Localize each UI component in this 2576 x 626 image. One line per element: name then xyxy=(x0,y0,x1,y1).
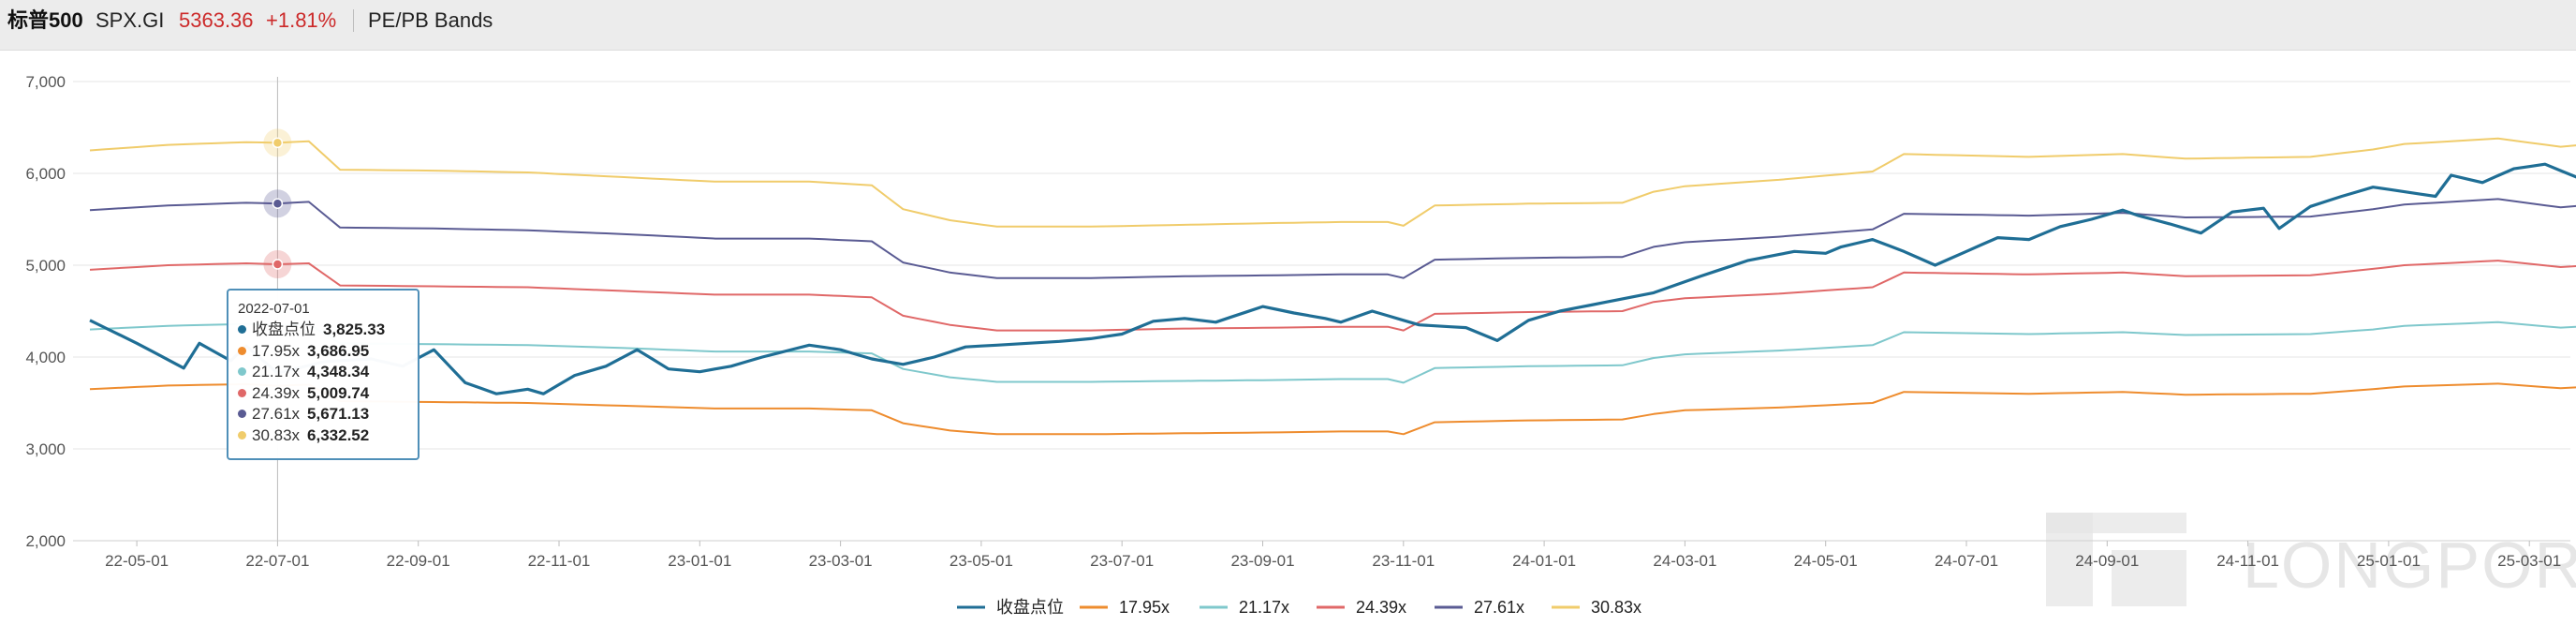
tooltip-label: 27.61x xyxy=(252,405,301,423)
index-name: 标普500 xyxy=(7,8,83,32)
y-tick-label: 3,000 xyxy=(25,440,66,458)
index-price: 5363.36 xyxy=(179,8,254,32)
x-tick-label: 23-11-01 xyxy=(1372,552,1435,570)
tooltip-date: 2022-07-01 xyxy=(238,301,310,317)
series-layer xyxy=(89,137,2576,436)
hover-layer xyxy=(263,77,292,541)
tooltip-value: 4,348.34 xyxy=(307,363,370,380)
y-tick-label: 4,000 xyxy=(25,349,66,366)
series-line xyxy=(89,260,2576,332)
tooltip: 2022-07-01 收盘点位 3,825.33 17.95x 3,686.95 2… xyxy=(227,289,420,460)
x-tick-label: 24-11-01 xyxy=(2216,552,2279,570)
x-tick-label: 23-03-01 xyxy=(809,552,873,570)
legend-label: 17.95x xyxy=(1119,598,1170,617)
series-line xyxy=(89,162,2576,395)
header-bar: 标普500 SPX.GI 5363.36 +1.81% PE/PB Bands xyxy=(0,0,2576,51)
tooltip-label: 收盘点位 xyxy=(252,320,316,338)
band-title: PE/PB Bands xyxy=(368,8,493,32)
tooltip-dot-icon xyxy=(238,325,246,334)
series-line xyxy=(89,320,2576,384)
tooltip-row: 17.95x 3,686.95 xyxy=(238,341,408,363)
y-tick-label: 7,000 xyxy=(25,73,66,91)
hover-marker xyxy=(272,198,284,209)
tooltip-value: 3,686.95 xyxy=(307,341,370,360)
grid-layer xyxy=(73,81,2570,542)
x-tick-label: 25-01-01 xyxy=(2357,552,2421,570)
index-code: SPX.GI xyxy=(96,8,165,32)
series-line xyxy=(89,198,2576,279)
x-tick-label: 23-09-01 xyxy=(1230,552,1294,570)
index-change: +1.81% xyxy=(266,8,337,32)
series-line xyxy=(89,137,2576,228)
tooltip-row: 27.61x 5,671.13 xyxy=(238,404,408,425)
legend-label: 24.39x xyxy=(1356,598,1406,617)
hover-marker xyxy=(272,137,284,149)
x-tick-label: 23-05-01 xyxy=(949,552,1013,570)
tooltip-label: 30.83x xyxy=(252,425,301,444)
tooltip-row: 21.17x 4,348.34 xyxy=(238,362,408,383)
hover-marker xyxy=(272,259,284,270)
tooltip-dot-icon xyxy=(238,410,246,418)
x-tick-label: 24-03-01 xyxy=(1653,552,1716,570)
tooltip-dot-icon xyxy=(238,367,246,376)
x-tick-label: 23-07-01 xyxy=(1090,552,1154,570)
x-tick-label: 22-05-01 xyxy=(105,552,169,570)
legend-label: 27.61x xyxy=(1474,598,1524,617)
legend-layer: 收盘点位 17.95x 21.17x 24.39x 27.61x 30.83x xyxy=(957,598,1641,617)
series-line xyxy=(89,382,2576,436)
x-tick-label: 22-11-01 xyxy=(528,552,591,570)
legend-label: 21.17x xyxy=(1239,598,1289,617)
x-tick-label: 22-07-01 xyxy=(245,552,309,570)
y-tick-label: 5,000 xyxy=(25,257,66,275)
tooltip-label: 21.17x xyxy=(252,363,301,380)
tooltip-row: 30.83x 6,332.52 xyxy=(238,425,408,447)
tooltip-value: 3,825.33 xyxy=(323,320,386,338)
tooltip-row: 24.39x 5,009.74 xyxy=(238,383,408,405)
tooltip-value: 5,009.74 xyxy=(307,383,370,402)
tooltip-label: 24.39x xyxy=(252,383,301,402)
tooltip-dot-icon xyxy=(238,346,246,355)
tooltip-dot-icon xyxy=(238,430,246,440)
x-tick-label: 25-03-01 xyxy=(2497,552,2561,570)
legend-label: 30.83x xyxy=(1591,598,1641,617)
x-tick-label: 24-09-01 xyxy=(2075,552,2139,570)
header-separator xyxy=(353,9,354,32)
tooltip-dot-icon xyxy=(238,388,246,397)
x-tick-label: 24-01-01 xyxy=(1512,552,1576,570)
tooltip-value: 5,671.13 xyxy=(307,405,370,423)
tooltip-label: 17.95x xyxy=(252,341,301,360)
legend-label: 收盘点位 xyxy=(996,598,1064,617)
y-tick-label: 6,000 xyxy=(25,165,66,183)
y-tick-label: 2,000 xyxy=(25,532,66,550)
x-tick-label: 24-05-01 xyxy=(1794,552,1858,570)
x-tick-label: 22-09-01 xyxy=(387,552,450,570)
axis-layer: 2,000 3,000 4,000 5,000 6,000 7,000 22-05-01 22… xyxy=(25,73,2570,570)
x-tick-label: 24-07-01 xyxy=(1935,552,1998,570)
x-tick-label: 23-01-01 xyxy=(668,552,731,570)
tooltip-row: 收盘点位 3,825.33 xyxy=(238,320,408,341)
tooltip-value: 6,332.52 xyxy=(307,425,370,444)
